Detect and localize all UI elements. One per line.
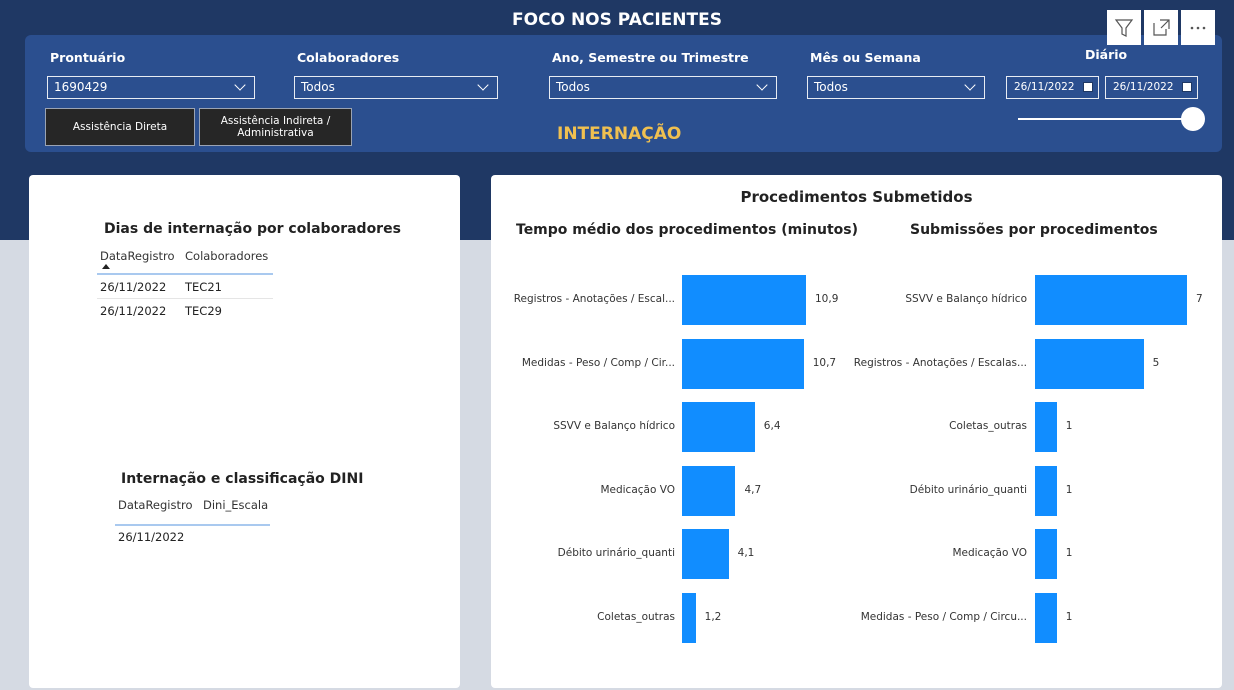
category-label: Medicação VO [952, 547, 1027, 560]
table-cell: TEC29 [185, 304, 222, 318]
filter-label: Colaboradores [297, 50, 400, 65]
column-header[interactable]: DataRegistro [100, 249, 175, 263]
category-label: SSVV e Balanço hídrico [553, 420, 675, 433]
category-label: Débito urinário_quanti [557, 547, 675, 560]
category-label: SSVV e Balanço hídrico [905, 293, 1027, 305]
date-input[interactable]: 26/11/2022 [1105, 76, 1198, 99]
column-header[interactable]: Dini_Escala [203, 498, 269, 512]
table-cell: 26/11/2022 [100, 280, 167, 294]
table2-underline [115, 524, 270, 526]
focus-icon[interactable] [1144, 10, 1178, 45]
funnel [1114, 19, 1134, 37]
category-label: Medidas - Peso / Comp / Cir... [521, 356, 675, 369]
table1-sort-arrow [102, 264, 110, 269]
calendar-icon[interactable] [1083, 82, 1093, 92]
bar[interactable] [682, 275, 806, 325]
table1-row-line [97, 298, 273, 299]
slider-knob[interactable] [1181, 107, 1205, 131]
data-label: 4,7 [744, 483, 762, 496]
category-label: Registros - Anotações / Escal... [513, 293, 675, 305]
data-label: 1 [1065, 420, 1073, 433]
bar[interactable] [1035, 338, 1144, 389]
bar[interactable] [682, 402, 755, 453]
data-label: 1 [1065, 611, 1073, 623]
date-input[interactable]: 26/11/2022 [1006, 76, 1099, 99]
table1-underline [97, 273, 273, 275]
data-label: 7 [1196, 293, 1203, 305]
bar[interactable] [1035, 465, 1057, 516]
data-label: 5 [1152, 356, 1160, 369]
calendar-icon[interactable] [1182, 82, 1192, 92]
category-label: Medicação VO [600, 483, 675, 496]
nav-button[interactable]: Assistência Indireta / Administrativa [199, 108, 352, 146]
category-label: Registros - Anotações / Escalas... [853, 356, 1027, 369]
card-right [491, 175, 1222, 688]
filter-label: Mês ou Semana [810, 50, 921, 65]
bar[interactable] [1035, 529, 1057, 580]
panel-title: Procedimentos Submetidos [740, 188, 973, 206]
ellipsis [1190, 26, 1206, 30]
table-cell: 26/11/2022 [100, 304, 167, 318]
bar[interactable] [1035, 275, 1187, 325]
column-header[interactable]: DataRegistro [118, 498, 193, 512]
data-label: 10,9 [815, 293, 839, 305]
data-label: 1 [1065, 547, 1073, 560]
filter-dropdown[interactable]: Todos [549, 76, 777, 99]
filter-dropdown[interactable]: Todos [807, 76, 985, 99]
subtitle: INTERNAÇÃO [557, 124, 682, 144]
category-label: Medidas - Peso / Comp / Circu... [860, 611, 1027, 623]
toolbar [1107, 10, 1215, 45]
data-label: 6,4 [763, 420, 781, 433]
nav-button[interactable]: Assistência Direta [45, 108, 195, 146]
category-label: Coletas_outras [949, 420, 1027, 433]
filter-label: Prontuário [50, 50, 126, 65]
title: FOCO NOS PACIENTES [512, 10, 722, 30]
table-title: Internação e classificação DINI [121, 471, 364, 487]
bar[interactable] [1035, 593, 1057, 643]
data-label: 1 [1065, 483, 1073, 496]
table-cell: TEC21 [185, 280, 222, 294]
table-cell: 26/11/2022 [118, 530, 185, 544]
data-label: 1,2 [704, 611, 722, 623]
bar[interactable] [682, 529, 729, 580]
table-title: Dias de internação por colaboradores [104, 221, 401, 237]
bar[interactable] [1035, 402, 1057, 453]
slider-track[interactable] [1018, 118, 1193, 120]
data-label: 10,7 [812, 356, 837, 369]
category-label: Débito urinário_quanti [909, 483, 1027, 496]
bar[interactable] [682, 465, 736, 516]
chart-title: Submissões por procedimentos [910, 222, 1158, 238]
filter-label: Ano, Semestre ou Trimestre [552, 50, 749, 65]
filter-dropdown[interactable]: Todos [294, 76, 498, 99]
expand [1153, 19, 1170, 36]
bar[interactable] [682, 593, 696, 643]
card-left [29, 175, 460, 688]
data-label: 4,1 [737, 547, 755, 560]
column-header[interactable]: Colaboradores [185, 249, 269, 263]
category-label: Coletas_outras [597, 611, 675, 623]
chart-title: Tempo médio dos procedimentos (minutos) [516, 222, 859, 238]
more-icon[interactable] [1181, 10, 1215, 45]
date-label: Diário [1085, 47, 1128, 62]
bar[interactable] [682, 338, 804, 389]
filter-icon[interactable] [1107, 10, 1141, 45]
filter-dropdown[interactable]: 1690429 [47, 76, 255, 99]
